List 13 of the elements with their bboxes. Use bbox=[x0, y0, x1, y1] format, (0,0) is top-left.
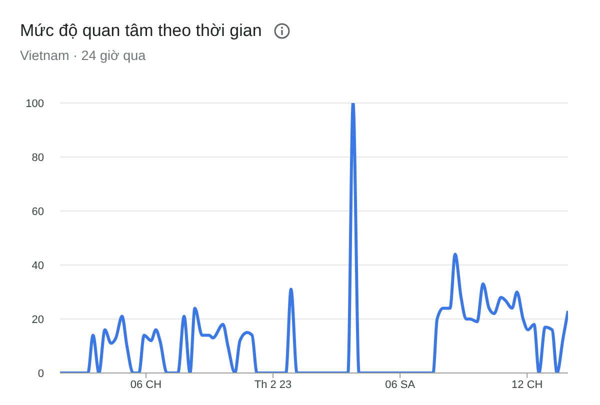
y-tick-label: 80 bbox=[32, 152, 44, 164]
x-tick-label: Th 2 23 bbox=[254, 378, 292, 391]
y-tick-label: 20 bbox=[32, 314, 44, 326]
chart-subtitle: Vietnam · 24 giờ qua bbox=[20, 48, 146, 63]
chart-title: Mức độ quan tâm theo thời gian bbox=[20, 21, 262, 41]
y-tick-label: 60 bbox=[32, 206, 44, 218]
y-tick-label: 0 bbox=[38, 368, 44, 380]
line-series bbox=[60, 103, 568, 373]
x-tick-label: 12 CH bbox=[512, 378, 543, 391]
y-tick-label: 40 bbox=[32, 260, 44, 272]
y-tick-label: 100 bbox=[26, 98, 44, 110]
x-tick-label: 06 SA bbox=[385, 378, 416, 391]
x-tick-label: 06 CH bbox=[130, 378, 162, 391]
